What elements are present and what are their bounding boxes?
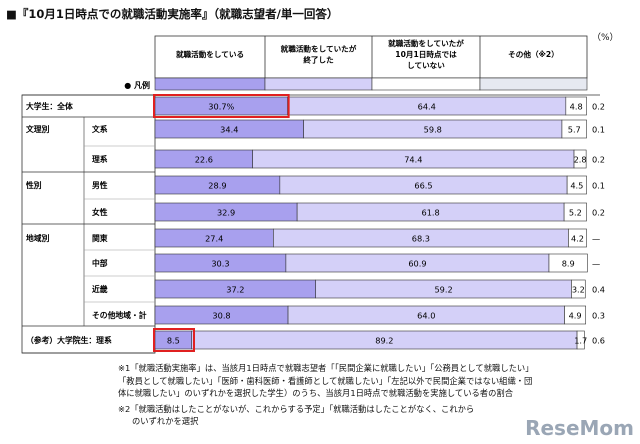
bar-other-value-label: 0.1	[592, 181, 605, 191]
bar-value-label: 64.4	[418, 102, 436, 112]
legend-label: ● 凡例	[124, 80, 150, 90]
watermark-logo: ReseMom	[525, 416, 634, 440]
bar-value-label: 34.4	[220, 125, 238, 135]
legend-swatch	[154, 77, 266, 91]
legend-swatch	[479, 77, 588, 91]
bar-value-label: 2.8	[574, 155, 587, 165]
row-group-label: 文理別	[26, 124, 50, 134]
bar-value-label: 27.4	[205, 234, 223, 244]
bar-value-label: 32.9	[217, 208, 235, 218]
bar-other-value-label: 0.2	[592, 208, 605, 218]
row-category-label: 文系	[92, 124, 108, 134]
bar-other-value-label: 0.2	[592, 155, 605, 165]
legend-header-text: 終了した	[303, 55, 334, 65]
bar-value-label: 8.9	[562, 259, 575, 269]
bar-value-label: 5.7	[568, 125, 581, 135]
bar-other-value-label: —	[592, 259, 600, 269]
legend-header-text: その他（※2）	[508, 49, 559, 59]
bar-other-value-label: 0.6	[592, 336, 605, 346]
bar-value-label: 74.4	[404, 155, 422, 165]
legend-header-text: 10月1日時点では	[395, 49, 457, 59]
bar-value-label: 4.2	[571, 234, 584, 244]
bar-segment	[565, 96, 587, 116]
row-group-label: （参考）大学院生：理系	[26, 335, 112, 345]
footnote-2-line-2: のいずれかを選択	[132, 416, 199, 427]
bar-value-label: 1.7	[574, 336, 587, 346]
bar-value-label: 59.8	[424, 125, 442, 135]
legend-swatch	[371, 77, 481, 91]
bar-value-label: 89.2	[375, 336, 393, 346]
bar-value-label: 30.8	[212, 311, 230, 321]
bar-segment	[548, 253, 588, 273]
bar-value-label: 8.5	[167, 336, 180, 346]
legend-header-text: 就職活動をしている	[176, 49, 244, 59]
bar-segment	[564, 305, 587, 325]
legend-header-text: 就職活動をしていたが	[388, 38, 464, 48]
bar-other-value-label: 0.3	[592, 311, 605, 321]
bar-other-value-label: —	[592, 234, 600, 244]
bar-value-label: 60.9	[408, 259, 426, 269]
bar-value-label: 28.9	[208, 181, 226, 191]
legend-header-frame	[154, 35, 588, 79]
bar-value-label: 61.8	[421, 208, 439, 218]
highlight-box	[153, 328, 195, 352]
bar-value-label: 30.7%	[208, 102, 234, 112]
bar-value-label: 59.2	[434, 285, 452, 295]
legend-swatch	[264, 77, 373, 91]
bar-value-label: 3.2	[572, 285, 585, 295]
bar-value-label: 30.3	[211, 259, 229, 269]
highlight-box	[153, 94, 290, 118]
bar-other-value-label: 0.2	[592, 102, 605, 112]
row-category-label: 関東	[92, 233, 108, 243]
footnotes: ※1「就職活動実施率」は、当該月1日時点で就職志望者「「民間企業に就職したい」「…	[118, 362, 534, 428]
row-group-label: 性別	[25, 180, 42, 190]
row-category-label: その他地域・計	[92, 310, 147, 320]
bar-other-value-label: 0.4	[592, 285, 605, 295]
bar-segment	[566, 175, 587, 195]
bar-value-label: 4.8	[570, 102, 583, 112]
legend-header-text: 就職活動をしていたが	[281, 44, 357, 54]
bar-value-label: 37.2	[226, 285, 244, 295]
bar-segment	[568, 228, 587, 248]
row-category-label: 男性	[92, 180, 108, 190]
footnote-2-line-1: ※2「就職活動はしたことがないが、これからする予定」「就職活動はしたことがなく、…	[118, 403, 475, 414]
row-category-label: 女性	[92, 207, 108, 217]
footnote-1-line-3: 体に就職したい」のいずれかを選択した学生）のうち、当該月1日時点で就職活動を実施…	[118, 388, 513, 399]
legend-header-text: していない	[407, 61, 445, 70]
bar-value-label: 22.6	[195, 155, 213, 165]
bar-value-label: 64.0	[417, 311, 435, 321]
bar-segment	[561, 119, 587, 139]
footnote-1-line-1: ※1「就職活動実施率」は、当該月1日時点で就職志望者「「民間企業に就職したい」「…	[118, 363, 534, 373]
row-group-label: 地域別	[26, 233, 50, 243]
footnote-1-line-2: 「教員として就職したい」「医師・歯科医師・看護師として就職したい」「左記以外で民…	[118, 375, 533, 386]
bar-value-label: 66.5	[414, 181, 432, 191]
bar-segment	[563, 202, 587, 222]
bar-segment	[573, 149, 587, 169]
bar-value-label: 4.5	[570, 181, 583, 191]
bar-value-label: 4.9	[569, 311, 582, 321]
bar-segment	[576, 330, 585, 350]
page-title: ■『10月1日時点での就職活動実施率』（就職志望者/単一回答）	[6, 7, 339, 21]
row-category-label: 中部	[92, 258, 108, 268]
row-category-label: 理系	[92, 154, 108, 164]
row-category-label: 近畿	[92, 284, 108, 294]
bar-segment	[571, 279, 586, 299]
bar-value-label: 68.3	[412, 234, 430, 244]
row-group-label: 大学生：全体	[26, 101, 73, 111]
bar-other-value-label: 0.1	[592, 125, 605, 135]
unit-label: （%）	[592, 33, 619, 43]
bar-value-label: 5.2	[569, 208, 582, 218]
